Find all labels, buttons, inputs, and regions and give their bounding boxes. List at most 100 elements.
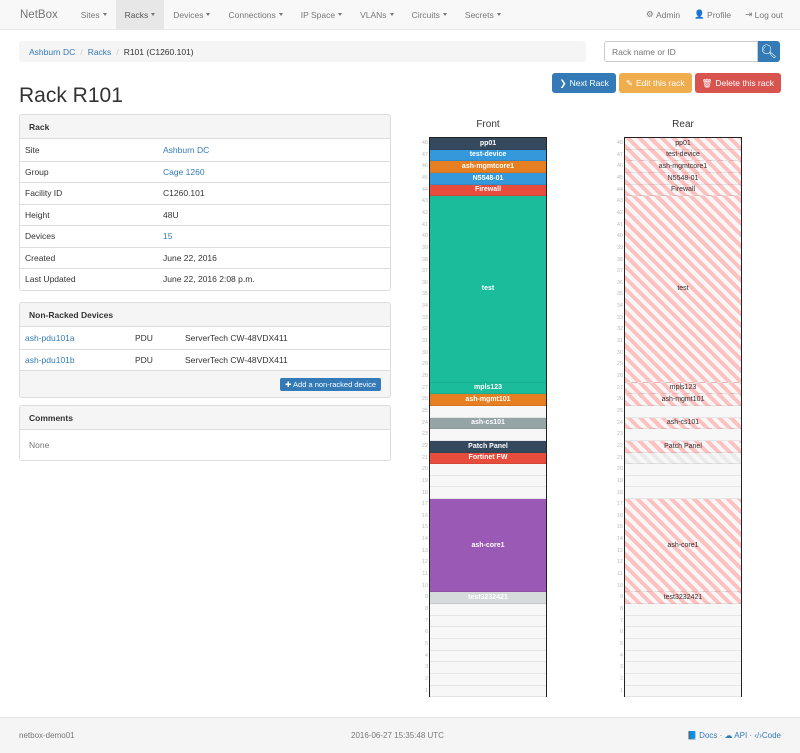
search-input[interactable] <box>604 41 758 62</box>
empty-unit[interactable] <box>430 476 546 488</box>
unit-number: 39 <box>616 244 623 251</box>
delete-rack-button[interactable]: 🗑 Delete this rack <box>694 73 781 93</box>
rack-rear: pp01 test-device ash-mgmtcore1 N5548-01 Fire… <box>624 137 742 698</box>
empty-unit[interactable] <box>430 674 546 686</box>
empty-unit[interactable] <box>625 604 741 616</box>
rack-device[interactable]: ash-mgmtcore1 <box>430 161 546 173</box>
unit-number: 36 <box>421 279 428 286</box>
empty-unit[interactable] <box>430 662 546 674</box>
rack-device-rear[interactable]: ash-mgmtcore1 <box>625 161 741 173</box>
unit-number: 34 <box>421 303 428 310</box>
rack-device-rear[interactable]: ash-mgmt101 <box>625 394 741 406</box>
empty-unit[interactable] <box>430 616 546 628</box>
logout-icon: ⇥ <box>745 9 753 19</box>
nav-circuits[interactable]: Circuits <box>403 0 456 29</box>
rack-device-rear[interactable]: ash-core1 <box>625 499 741 593</box>
rack-device[interactable]: test <box>430 196 546 383</box>
rack-device-rear[interactable]: test3232421 <box>625 592 741 604</box>
nav-secrets[interactable]: Secrets <box>456 0 510 29</box>
nav-vlans[interactable]: VLANs <box>351 0 402 29</box>
docs-link[interactable]: 📘 Docs <box>686 731 718 740</box>
empty-unit[interactable] <box>625 616 741 628</box>
rack-device[interactable]: Fortinet FW <box>430 452 546 465</box>
rack-device[interactable]: ash-mgmt101 <box>430 394 546 406</box>
comments-body: None <box>29 440 50 450</box>
comments-panel: Comments None <box>19 405 391 461</box>
empty-unit[interactable] <box>430 429 546 441</box>
api-link[interactable]: ☁ API <box>724 731 748 740</box>
empty-unit[interactable] <box>625 464 741 476</box>
rack-device-rear[interactable]: pp01 <box>625 138 741 150</box>
empty-unit[interactable] <box>430 464 546 476</box>
rack-device-rear[interactable]: N5548-01 <box>625 172 741 185</box>
rack-attr-row: Created June 22, 2016 <box>20 246 390 269</box>
unit-number: 17 <box>421 501 428 508</box>
empty-unit[interactable] <box>625 429 741 441</box>
rack-device[interactable]: Patch Panel <box>430 440 546 453</box>
device-link[interactable]: ash-pdu101b <box>25 354 75 365</box>
rack-device-rear[interactable]: test <box>625 196 741 383</box>
unit-number: 7 <box>619 617 623 624</box>
empty-unit[interactable] <box>625 674 741 686</box>
rack-device[interactable]: Firewall <box>430 184 546 197</box>
edit-rack-button[interactable]: ✎ Edit this rack <box>618 73 692 93</box>
unit-number: 37 <box>421 268 428 275</box>
rack-device[interactable]: N5548-01 <box>430 172 546 185</box>
rack-device[interactable]: pp01 <box>430 138 546 150</box>
attr-link[interactable]: Cage 1260 <box>163 166 205 177</box>
empty-unit[interactable] <box>430 488 546 500</box>
search-button[interactable]: 🔍︎ <box>758 41 780 62</box>
nav-sites[interactable]: Sites <box>72 0 116 29</box>
brand-logo[interactable]: NetBox <box>20 8 58 21</box>
empty-unit[interactable] <box>430 406 546 418</box>
empty-unit[interactable] <box>625 651 741 663</box>
attr-link[interactable]: Ashburn DC <box>163 144 210 155</box>
nav-connections[interactable]: Connections <box>219 0 291 29</box>
code-link[interactable]: ‹/›Code <box>754 731 781 740</box>
empty-unit[interactable] <box>625 662 741 674</box>
empty-unit[interactable] <box>625 406 741 418</box>
nav-ip-space[interactable]: IP Space <box>292 0 351 29</box>
cloud-icon: ☁ <box>724 731 733 740</box>
rack-device[interactable]: mpls123 <box>430 382 546 395</box>
unit-number: 26 <box>421 396 428 403</box>
breadcrumb-site[interactable]: Ashburn DC <box>29 46 76 57</box>
navbar: NetBox Sites Racks Devices Connections I… <box>0 0 800 30</box>
empty-unit[interactable] <box>625 639 741 651</box>
rack-device-rear[interactable]: test-device <box>625 149 741 162</box>
add-non-racked-device-button[interactable]: ✚ Add a non-racked device <box>280 377 381 391</box>
unit-number: 36 <box>616 279 623 286</box>
empty-unit[interactable] <box>430 651 546 663</box>
next-rack-button[interactable]: ❯ Next Rack <box>552 73 616 93</box>
unit-number: 25 <box>616 407 623 414</box>
attr-link[interactable]: 15 <box>163 231 173 242</box>
breadcrumb-racks[interactable]: Racks <box>87 46 112 57</box>
empty-unit[interactable] <box>430 604 546 616</box>
empty-unit[interactable] <box>430 627 546 639</box>
rack-device[interactable]: test3232421 <box>430 592 546 604</box>
rack-device[interactable]: test-device <box>430 149 546 162</box>
empty-unit[interactable] <box>625 686 741 698</box>
nav-logout[interactable]: ⇥ Log out <box>745 9 783 20</box>
nav-racks[interactable]: Racks <box>115 0 165 29</box>
unit-number: 37 <box>616 268 623 275</box>
rack-device-rear[interactable]: Patch Panel <box>625 440 741 453</box>
unit-number: 47 <box>616 151 623 158</box>
plus-icon: ✚ <box>285 379 292 389</box>
empty-unit[interactable] <box>625 627 741 639</box>
empty-unit[interactable] <box>625 476 741 488</box>
nav-admin[interactable]: ⚙ Admin <box>645 9 681 20</box>
unit-number: 16 <box>616 512 623 519</box>
empty-unit[interactable] <box>625 488 741 500</box>
rack-device-rear[interactable]: Firewall <box>625 184 741 197</box>
empty-unit[interactable] <box>430 639 546 651</box>
empty-unit[interactable] <box>430 686 546 698</box>
rack-device[interactable]: ash-cs101 <box>430 417 546 430</box>
rack-device-rear[interactable]: mpls123 <box>625 382 741 395</box>
device-link[interactable]: ash-pdu101a <box>25 332 75 343</box>
nav-devices[interactable]: Devices <box>164 0 219 29</box>
nav-profile[interactable]: 👤 Profile <box>694 9 732 20</box>
unit-number: 25 <box>421 407 428 414</box>
rack-device[interactable]: ash-core1 <box>430 499 546 593</box>
rack-device-rear[interactable]: ash-cs101 <box>625 417 741 430</box>
